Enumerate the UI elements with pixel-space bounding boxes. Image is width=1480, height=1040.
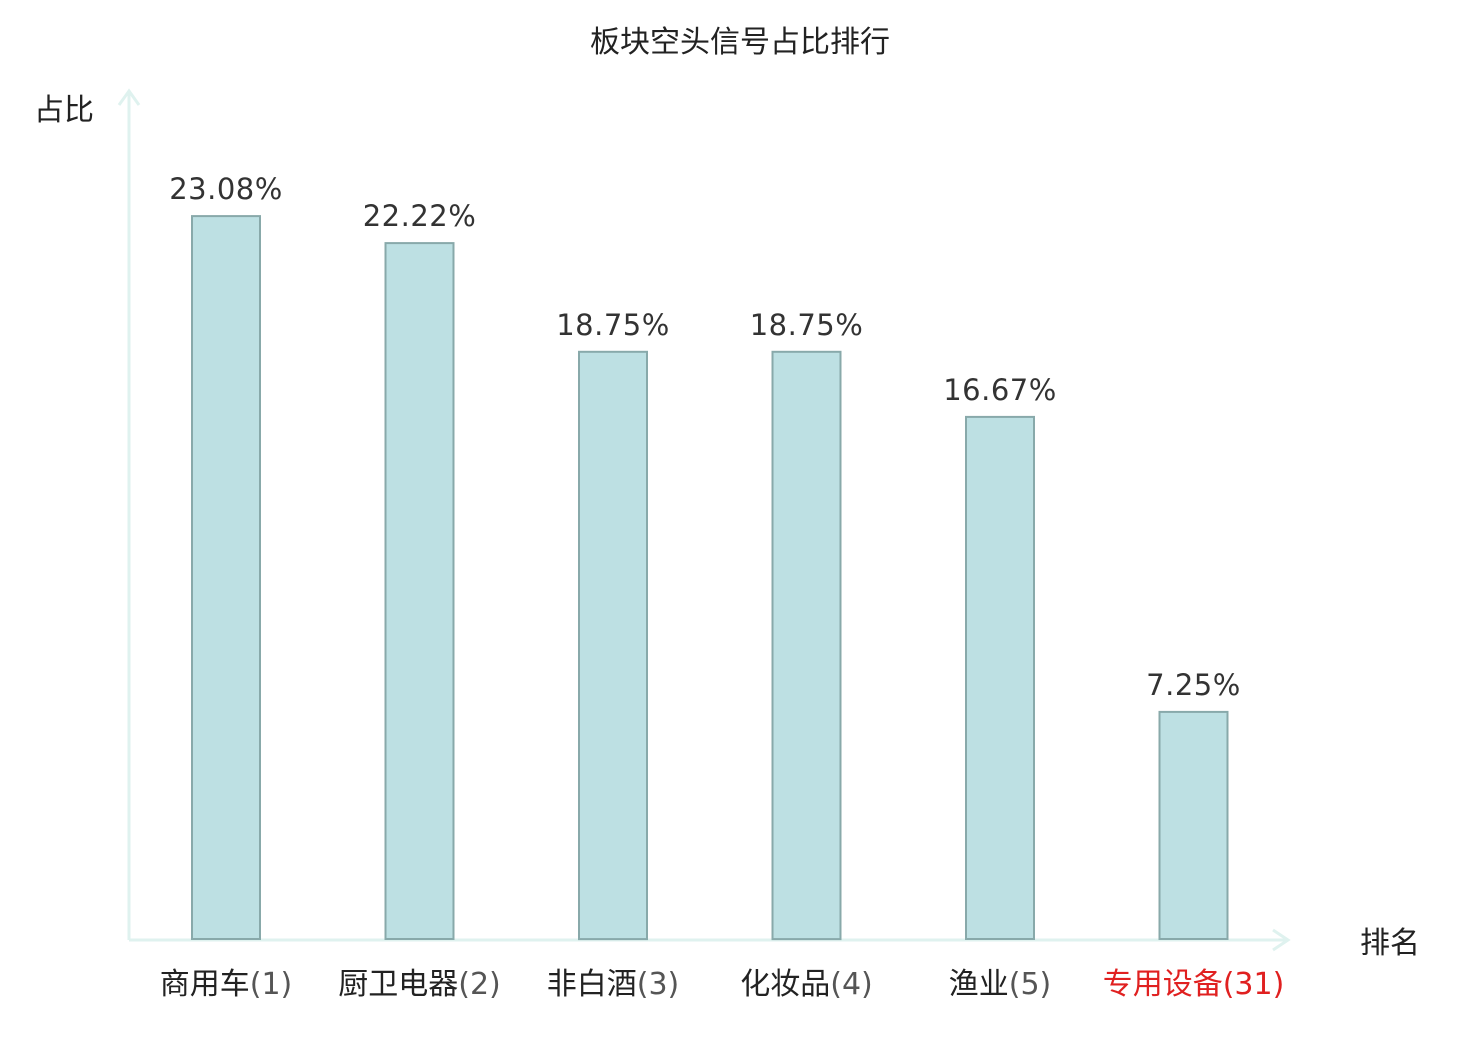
category-label-1: 商用车(1) <box>160 967 293 1002</box>
bar-6 <box>1158 710 1229 941</box>
value-label-2: 22.22% <box>363 199 477 233</box>
chart-title: 板块空头信号占比排行 <box>590 25 890 60</box>
y-axis <box>117 88 141 940</box>
value-label-5: 16.67% <box>943 373 1057 407</box>
bar-5 <box>965 415 1035 940</box>
value-label-3: 18.75% <box>556 308 670 342</box>
category-label-6: 专用设备(31) <box>1103 967 1285 1002</box>
category-label-5: 渔业(5) <box>949 967 1052 1002</box>
category-label-4: 化妆品(4) <box>740 967 873 1002</box>
category-label-2: 厨卫电器(2) <box>338 967 501 1002</box>
bar-3 <box>578 350 648 941</box>
value-labels: 23.08% 22.22% 18.75% 18.75% 16.67% 7.25% <box>169 172 1241 702</box>
bar-1 <box>191 215 261 941</box>
x-axis-label: 排名 <box>1360 926 1420 961</box>
bars <box>191 215 1229 941</box>
y-axis-label: 占比 <box>34 93 94 128</box>
value-label-6: 7.25% <box>1146 668 1241 702</box>
bar-2 <box>384 242 455 941</box>
x-axis <box>129 928 1291 952</box>
value-label-4: 18.75% <box>750 308 864 342</box>
category-labels: 商用车(1) 厨卫电器(2) 非白酒(3) 化妆品(4) 渔业(5) 专用设备(31) <box>160 967 1285 1002</box>
value-label-1: 23.08% <box>169 172 283 206</box>
category-label-3: 非白酒(3) <box>547 967 680 1002</box>
bar-4 <box>771 350 842 941</box>
